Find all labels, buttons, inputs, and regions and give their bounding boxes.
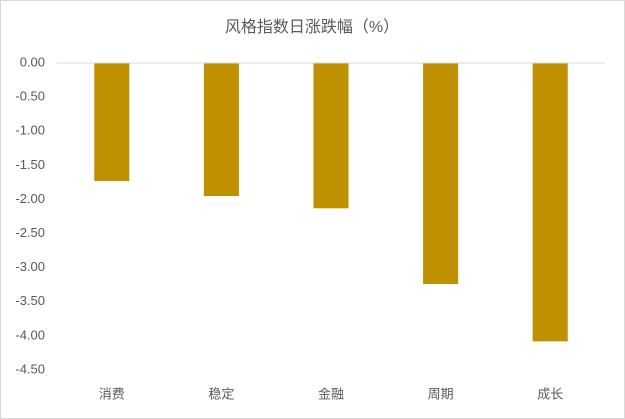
x-tick-label: 消费 (99, 386, 125, 401)
bar (94, 63, 130, 182)
bar (313, 63, 349, 209)
y-tick-label: -2.50 (15, 225, 45, 240)
x-tick-label: 稳定 (208, 386, 234, 401)
y-tick-label: -1.50 (15, 157, 45, 172)
y-tick-label: -4.50 (15, 361, 45, 376)
bar (423, 63, 459, 285)
x-tick-label: 金融 (318, 386, 344, 401)
bar (532, 63, 568, 342)
y-tick-label: 0.00 (20, 54, 45, 69)
x-tick-label: 成长 (537, 386, 563, 401)
y-tick-label: -1.00 (15, 123, 45, 138)
bar (203, 63, 239, 197)
y-tick-label: -3.50 (15, 293, 45, 308)
x-tick-label: 周期 (428, 386, 454, 401)
y-tick-label: -4.00 (15, 327, 45, 342)
y-tick-label: -0.50 (15, 89, 45, 104)
y-tick-label: -2.00 (15, 191, 45, 206)
chart-title: 风格指数日涨跌幅（%） (225, 18, 399, 36)
y-tick-label: -3.00 (15, 259, 45, 274)
